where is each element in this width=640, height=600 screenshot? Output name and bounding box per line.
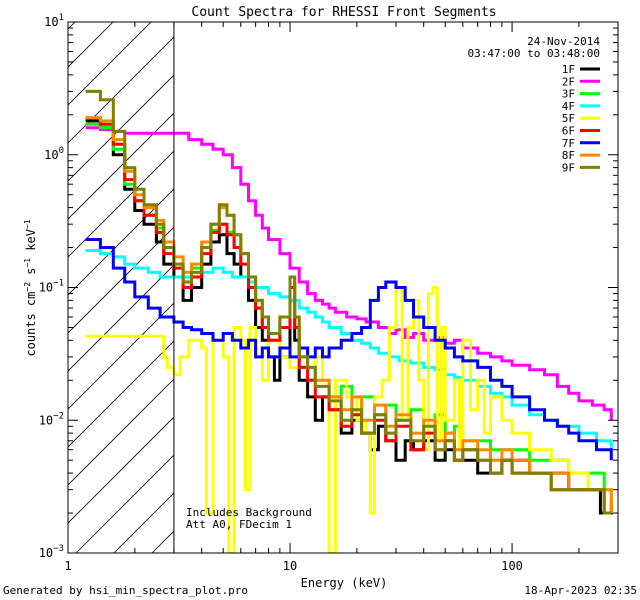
hatch-line xyxy=(68,22,114,68)
hatch-line xyxy=(68,226,174,334)
legend-label-5f: 5F xyxy=(562,112,575,125)
y-tick-label: 100 xyxy=(44,146,64,162)
legend-label-8f: 8F xyxy=(562,149,575,162)
x-axis-label: Energy (keV) xyxy=(301,576,388,590)
x-tick-label: 1 xyxy=(64,559,71,573)
legend-label-9f: 9F xyxy=(562,161,575,174)
legend-label-6f: 6F xyxy=(562,125,575,138)
y-tick-label: 10−2 xyxy=(39,411,64,427)
x-tick-label: 100 xyxy=(501,559,523,573)
series-line-2f xyxy=(85,126,613,421)
date-label: 24-Nov-2014 xyxy=(527,35,600,48)
legend-label-3f: 3F xyxy=(562,88,575,101)
chart-title: Count Spectra for RHESSI Front Segments xyxy=(191,5,496,20)
y-axis: 101 100 10−1 10−2 10−3 xyxy=(39,13,618,560)
hatch-line xyxy=(68,22,152,106)
x-tick-label: 10 xyxy=(283,559,297,573)
timestamp-label: 18-Apr-2023 02:35 xyxy=(524,584,637,597)
annotation-attenuator: Att A0, FDecim 1 xyxy=(186,518,292,531)
hatch-line xyxy=(68,416,174,524)
time-range-label: 03:47:00 to 03:48:00 xyxy=(468,47,600,60)
series-line-7f xyxy=(85,238,613,461)
annotation-background: Includes Background xyxy=(186,506,312,519)
legend-label-7f: 7F xyxy=(562,137,575,150)
legend-label-4f: 4F xyxy=(562,100,575,113)
generated-by-label: Generated by hsi_min_spectra_plot.pro xyxy=(3,584,248,597)
y-tick-label: 10−3 xyxy=(39,544,64,560)
y-tick-label: 10−1 xyxy=(39,279,64,295)
hatch-line xyxy=(68,150,174,258)
y-tick-label: 101 xyxy=(44,13,64,29)
hatch-line xyxy=(68,378,174,486)
hatch-line xyxy=(68,36,174,144)
legend-label-2f: 2F xyxy=(562,75,575,88)
x-axis: 1 10 100 xyxy=(64,22,619,573)
y-axis-label: counts cm−2 s−1 keV−1 xyxy=(23,219,38,356)
legend-label-1f: 1F xyxy=(562,63,575,76)
